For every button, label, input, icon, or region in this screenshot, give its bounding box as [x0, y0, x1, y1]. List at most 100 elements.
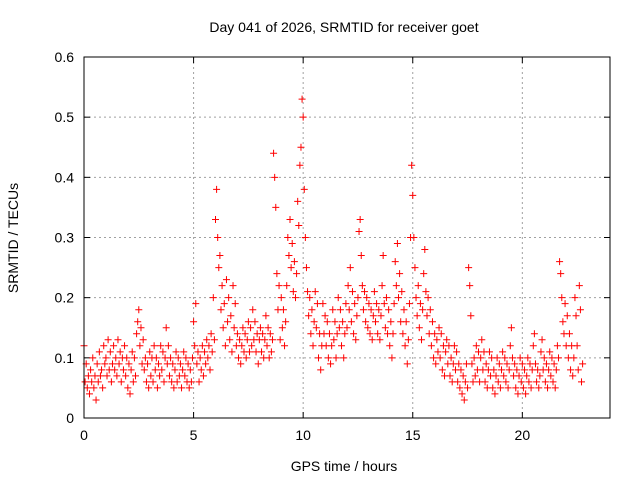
- data-point: [471, 372, 479, 380]
- data-point: [302, 264, 310, 272]
- data-point: [559, 318, 567, 326]
- data-point: [496, 384, 504, 392]
- data-point: [201, 348, 209, 356]
- data-point: [411, 264, 419, 272]
- data-point: [268, 336, 276, 344]
- data-point: [493, 354, 501, 362]
- data-point: [352, 336, 360, 344]
- data-point: [206, 366, 214, 374]
- data-point: [576, 306, 584, 314]
- data-point: [203, 336, 211, 344]
- data-point: [159, 348, 167, 356]
- data-points: [80, 95, 587, 404]
- data-point: [549, 378, 557, 386]
- data-point: [126, 390, 134, 398]
- data-point: [108, 360, 116, 368]
- data-point: [470, 354, 478, 362]
- data-point: [289, 288, 297, 296]
- data-point: [321, 312, 329, 320]
- data-point: [107, 378, 115, 386]
- data-point: [230, 324, 238, 332]
- data-point: [424, 294, 432, 302]
- tick-labels: 0 0.1 0.2 0.3 0.4 0.5 0.6 0 5 10 15 20: [55, 49, 531, 443]
- data-point: [511, 360, 519, 368]
- data-point: [111, 366, 119, 374]
- data-point: [312, 324, 320, 332]
- data-point: [557, 270, 565, 278]
- data-point: [287, 264, 295, 272]
- data-point: [88, 378, 96, 386]
- data-point: [382, 294, 390, 302]
- data-point: [468, 360, 476, 368]
- data-point: [172, 348, 180, 356]
- data-point: [413, 312, 421, 320]
- data-point: [295, 221, 303, 229]
- data-point: [365, 300, 373, 308]
- data-point: [158, 366, 166, 374]
- data-point: [271, 173, 279, 181]
- data-point: [436, 354, 444, 362]
- data-point: [435, 324, 443, 332]
- data-point: [421, 246, 429, 254]
- data-point: [142, 378, 150, 386]
- data-point: [195, 378, 203, 386]
- data-point: [454, 378, 462, 386]
- data-point: [579, 360, 587, 368]
- data-point: [467, 312, 475, 320]
- data-point: [270, 149, 278, 157]
- data-point: [519, 384, 527, 392]
- data-point: [300, 185, 308, 193]
- data-point: [342, 300, 350, 308]
- data-point: [505, 366, 513, 374]
- y-tick-label: 0.4: [55, 169, 75, 185]
- data-point: [228, 348, 236, 356]
- data-point: [544, 384, 552, 392]
- data-point: [327, 360, 335, 368]
- data-point: [298, 95, 306, 103]
- data-point: [196, 354, 204, 362]
- data-point: [364, 324, 372, 332]
- data-point: [502, 378, 510, 386]
- data-point: [428, 318, 436, 326]
- data-point: [304, 288, 312, 296]
- data-point: [375, 306, 383, 314]
- data-point: [366, 330, 374, 338]
- data-point: [556, 258, 564, 266]
- data-point: [135, 306, 143, 314]
- data-point: [536, 372, 544, 380]
- data-point: [95, 348, 103, 356]
- data-point: [205, 342, 213, 350]
- data-point: [362, 318, 370, 326]
- data-point: [538, 336, 546, 344]
- data-point: [348, 288, 356, 296]
- data-point: [165, 372, 173, 380]
- data-point: [150, 342, 158, 350]
- data-point: [403, 360, 411, 368]
- data-point: [438, 366, 446, 374]
- data-point: [144, 360, 152, 368]
- data-point: [279, 306, 287, 314]
- data-point: [485, 348, 493, 356]
- data-point: [204, 354, 212, 362]
- data-point: [188, 354, 196, 362]
- data-point: [340, 354, 348, 362]
- data-point: [513, 366, 521, 374]
- data-point: [99, 384, 107, 392]
- data-point: [296, 161, 304, 169]
- data-point: [85, 390, 93, 398]
- data-point: [535, 384, 543, 392]
- data-point: [379, 252, 387, 260]
- y-tick-label: 0.1: [55, 350, 75, 366]
- data-point: [330, 336, 338, 344]
- data-point: [324, 354, 332, 362]
- data-point: [307, 330, 315, 338]
- data-point: [261, 336, 269, 344]
- data-point: [81, 378, 89, 386]
- data-point: [437, 330, 445, 338]
- data-point: [518, 360, 526, 368]
- data-point: [373, 300, 381, 308]
- data-point: [410, 234, 418, 241]
- data-point: [119, 366, 127, 374]
- data-point: [455, 360, 463, 368]
- data-point: [346, 264, 354, 272]
